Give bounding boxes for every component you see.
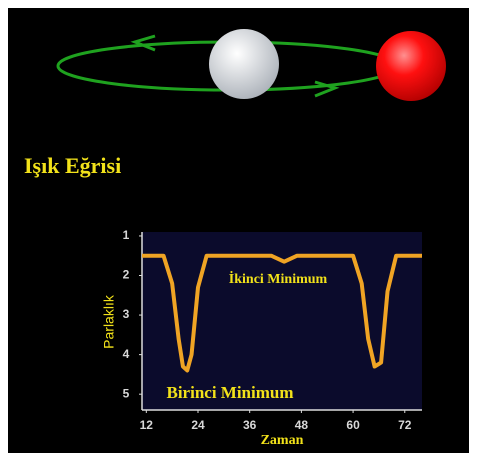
- x-tick-label: 36: [243, 418, 257, 432]
- y-tick-label: 3: [123, 307, 130, 321]
- x-tick-label: 60: [346, 418, 360, 432]
- heading: Işık Eğrisi: [24, 153, 121, 178]
- x-axis-label: Zaman: [261, 433, 304, 448]
- annotation: İkinci Minimum: [229, 270, 328, 287]
- arrow: [314, 80, 340, 98]
- light-curve: [142, 253, 422, 373]
- red-star: [376, 31, 446, 101]
- arrow: [130, 34, 156, 52]
- y-tick-label: 4: [123, 347, 130, 361]
- x-tick-label: 72: [398, 418, 412, 432]
- x-tick-label: 24: [191, 418, 205, 432]
- y-tick-label: 2: [123, 268, 130, 282]
- y-tick-label: 5: [123, 386, 130, 400]
- annotation: Birinci Minimum: [166, 383, 293, 402]
- y-axis-label: Parlaklık: [101, 294, 117, 349]
- x-tick-label: 12: [140, 418, 154, 432]
- white-star: [209, 29, 279, 99]
- orbit-diagram: [56, 29, 446, 101]
- y-tick-label: 1: [123, 228, 130, 242]
- x-tick-label: 48: [295, 418, 309, 432]
